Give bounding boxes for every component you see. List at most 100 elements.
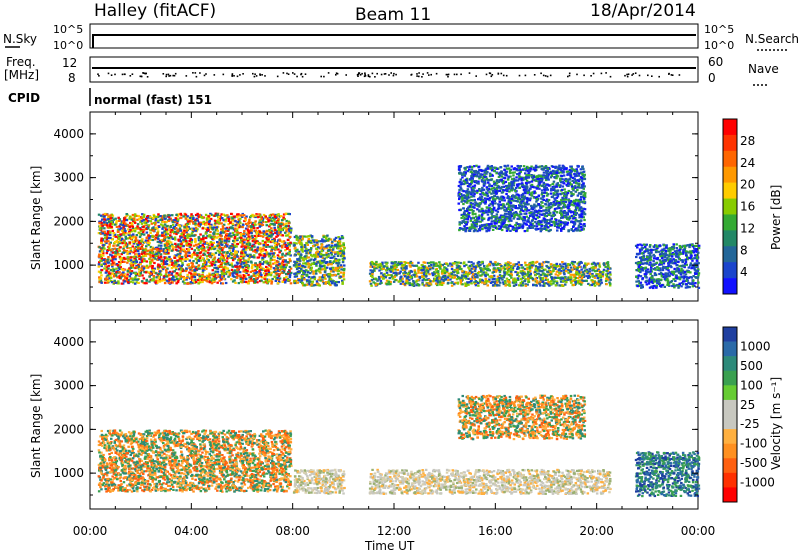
power-data-cell [265, 272, 269, 275]
power-data-cell [198, 275, 201, 278]
power-data-cell [163, 244, 167, 247]
power-data-cell [182, 245, 185, 248]
nave-dot [364, 73, 366, 76]
power-data-cell [115, 225, 119, 228]
power-data-cell [265, 265, 268, 269]
power-data-cell [337, 240, 341, 243]
power-data-cell [222, 213, 225, 216]
power-data-cell [370, 263, 373, 266]
power-data-cell [141, 251, 144, 254]
power-data-cell [340, 265, 343, 268]
power-data-cell [210, 223, 213, 226]
nave-dot [533, 74, 536, 76]
power-data-cell [376, 263, 380, 266]
power-data-cell [103, 267, 106, 270]
power-data-cell [269, 263, 272, 267]
power-data-cell [228, 253, 232, 256]
power-data-cell [154, 279, 158, 282]
power-data-cell [161, 268, 165, 271]
power-data-cell [504, 284, 507, 287]
power-data-cell [201, 275, 204, 278]
power-data-cell [471, 276, 474, 279]
power-data-cell [111, 265, 114, 268]
power-data-cell [133, 213, 137, 216]
power-data-cell [159, 223, 163, 226]
power-data-cell [248, 241, 251, 244]
power-data-cell [236, 268, 239, 271]
power-data-cell [258, 243, 261, 246]
power-data-cell [178, 238, 182, 241]
power-data-cell [252, 278, 256, 281]
power-data-cell [103, 261, 107, 264]
power-data-cell [170, 273, 173, 276]
power-data-cell [587, 276, 590, 279]
power-data-cell [233, 237, 236, 240]
power-data-cell [238, 236, 242, 239]
power-data-cell [320, 259, 323, 262]
power-data-cell [598, 283, 602, 286]
power-data-cell [98, 276, 101, 279]
power-data-cell [297, 263, 301, 266]
power-data-cell [520, 284, 523, 287]
power-data-cell [513, 264, 516, 267]
power-data-cell [315, 239, 318, 242]
power-data-cell [510, 274, 513, 277]
power-data-cell [177, 264, 181, 267]
power-data-cell [98, 261, 101, 264]
power-data-cell [300, 245, 303, 249]
power-data-cell [438, 261, 441, 264]
power-data-cell [558, 276, 561, 279]
power-data-cell [148, 237, 151, 240]
power-data-cell [299, 235, 302, 238]
power-data-cell [266, 280, 270, 284]
power-data-cell [124, 229, 127, 232]
power-data-cell [559, 271, 562, 275]
power-data-cell [198, 280, 201, 283]
power-data-cell [408, 264, 411, 267]
power-data-cell [103, 218, 106, 221]
power-data-cell [223, 272, 227, 275]
power-data-cell [330, 253, 333, 256]
power-data-cell [509, 274, 512, 277]
power-data-cell [341, 258, 345, 261]
power-data-cell [144, 220, 147, 223]
power-data-cell [307, 256, 311, 259]
power-data-cell [422, 267, 426, 270]
nave-dot [252, 72, 254, 75]
power-data-cell [111, 262, 115, 265]
power-data-cell [134, 245, 138, 249]
power-data-cell [115, 239, 118, 242]
power-data-cell [134, 250, 137, 253]
power-data-cell [576, 281, 579, 284]
power-data-cell [333, 255, 336, 258]
power-data-cell [266, 244, 269, 247]
power-data-cell [145, 245, 148, 248]
power-data-cell [312, 254, 316, 257]
power-data-cell [463, 271, 467, 274]
power-data-cell [157, 219, 160, 222]
power-data-cell [105, 252, 109, 255]
power-data-cell [126, 237, 130, 240]
power-data-cell [523, 279, 527, 282]
power-data-cell [309, 272, 312, 275]
power-data-cell [228, 249, 232, 252]
power-data-cell [245, 266, 248, 269]
power-data-cell [178, 273, 181, 276]
power-data-cell [283, 268, 286, 271]
power-data-cell [151, 238, 155, 242]
power-data-cell [516, 273, 519, 276]
power-data-cell [594, 264, 598, 267]
power-data-cell [207, 259, 210, 262]
power-data-cell [105, 239, 109, 242]
nave-dot [631, 74, 633, 76]
power-data-cell [157, 276, 161, 279]
power-data-cell [313, 241, 316, 244]
power-data-cell [424, 279, 427, 282]
power-data-cell [197, 221, 201, 224]
power-data-cell [453, 269, 456, 272]
power-data-cell [256, 227, 259, 230]
power-data-cell [428, 278, 431, 282]
power-data-cell [137, 252, 140, 255]
power-data-cell [338, 258, 341, 261]
power-data-cell [203, 253, 207, 256]
